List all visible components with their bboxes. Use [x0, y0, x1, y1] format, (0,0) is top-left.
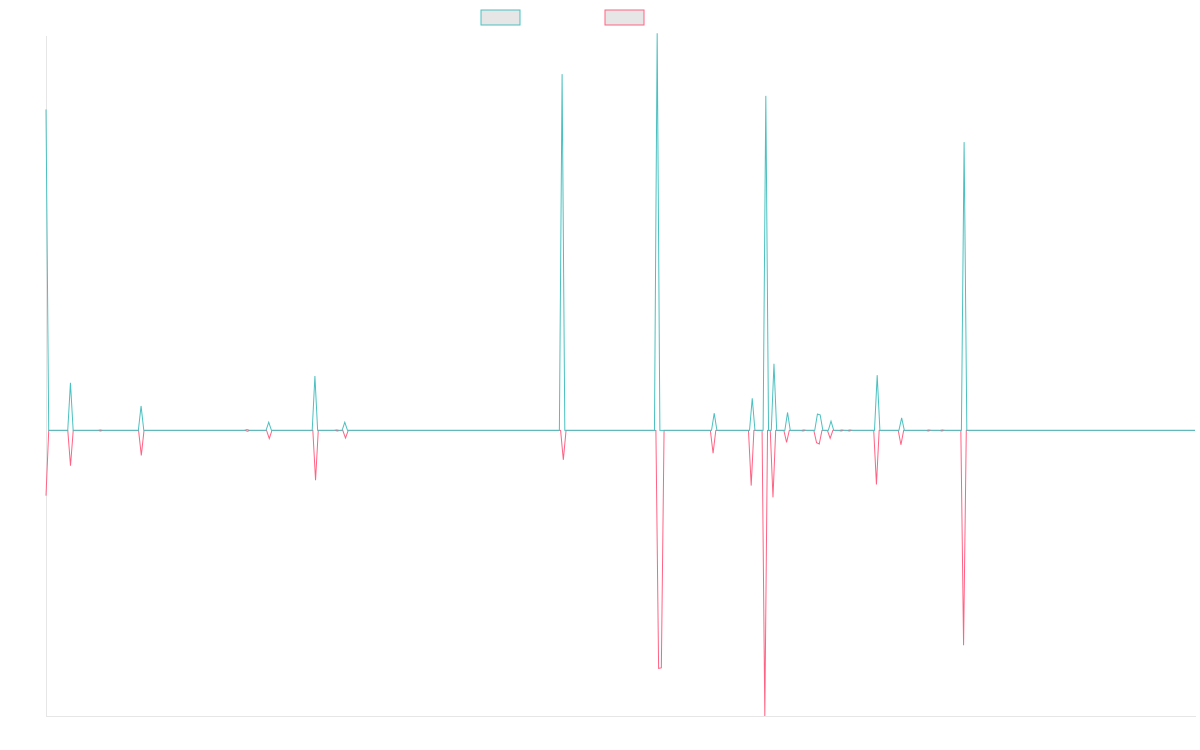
legend-swatch-series-a[interactable] [480, 9, 521, 26]
plot-area [45, 33, 1195, 717]
series-a-line[interactable] [45, 33, 1195, 431]
legend-swatch-series-b[interactable] [604, 9, 645, 26]
series-b-line[interactable] [45, 429, 1195, 717]
legend[interactable] [480, 9, 645, 26]
